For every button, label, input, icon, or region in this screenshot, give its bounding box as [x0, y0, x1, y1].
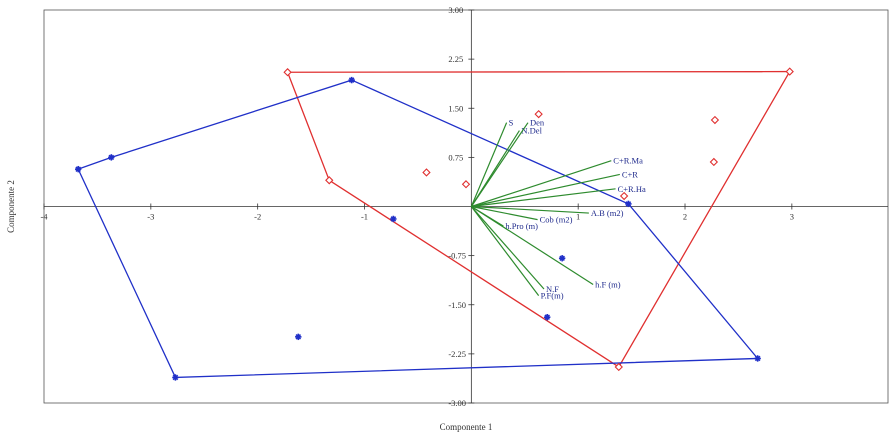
point-group-1 — [615, 364, 622, 371]
point-group-2 — [295, 334, 301, 340]
point-core — [756, 357, 759, 360]
point-group-1 — [710, 159, 717, 166]
point-group-2 — [172, 374, 178, 380]
vector-line — [471, 207, 538, 296]
vector-line — [471, 161, 611, 207]
point-group-1 — [326, 177, 333, 184]
point-group-1 — [284, 69, 291, 76]
y-tick-label: -3.00 — [448, 398, 466, 408]
point-core — [546, 316, 549, 319]
vector-label: h.Pro (m) — [505, 221, 538, 231]
point-core — [174, 376, 177, 379]
vector-label: C+R — [622, 169, 638, 179]
point-group-1 — [463, 181, 470, 188]
x-tick-label: -3 — [147, 212, 154, 222]
x-axis-title: Componente 1 — [440, 422, 493, 432]
y-axis-title: Componente 2 — [6, 180, 16, 233]
point-group-2 — [625, 201, 631, 207]
point-core — [392, 217, 395, 220]
vector-label: C+R.Ha — [618, 184, 646, 194]
point-core — [77, 168, 80, 171]
vector-label: S — [509, 118, 514, 128]
point-group-2 — [75, 166, 81, 172]
point-group-2 — [348, 77, 354, 83]
y-tick-label: 2.25 — [448, 54, 463, 64]
vector-line — [471, 123, 506, 207]
vector-label: C+R.Ma — [613, 156, 643, 166]
observation-points — [75, 68, 793, 380]
vector-label: h.F (m) — [595, 279, 621, 289]
x-tick-label: -2 — [254, 212, 261, 222]
y-tick-label: -2.25 — [448, 349, 466, 359]
x-tick-label: 1 — [576, 212, 580, 222]
hull-group-2 — [78, 80, 757, 377]
point-group-2 — [108, 154, 114, 160]
y-tick-label: 0.75 — [448, 152, 463, 162]
point-group-2 — [390, 216, 396, 222]
point-group-1 — [535, 111, 542, 118]
vector-label: Cob (m2) — [540, 215, 573, 225]
point-group-2 — [559, 255, 565, 261]
point-group-1 — [712, 117, 719, 124]
point-core — [297, 335, 300, 338]
point-group-1 — [786, 68, 793, 75]
group-hulls — [78, 72, 790, 378]
point-core — [627, 202, 630, 205]
axes — [44, 10, 888, 403]
point-group-1 — [423, 169, 430, 176]
y-tick-label: -0.75 — [448, 251, 466, 261]
vector-label: A.B (m2) — [591, 208, 624, 218]
point-core — [561, 257, 564, 260]
point-core — [350, 78, 353, 81]
y-tick-label: 3.00 — [448, 5, 463, 15]
x-tick-label: 2 — [683, 212, 687, 222]
x-tick-label: -4 — [40, 212, 48, 222]
point-core — [110, 156, 113, 159]
y-tick-label: 1.50 — [448, 103, 463, 113]
x-tick-label: -1 — [361, 212, 368, 222]
x-tick-label: 3 — [790, 212, 794, 222]
vector-label: Den — [530, 118, 545, 128]
vector-label: P.F(m) — [541, 291, 564, 301]
vector-line — [471, 123, 528, 207]
point-group-2 — [754, 355, 760, 361]
point-group-2 — [544, 314, 550, 320]
y-tick-label: -1.50 — [448, 300, 466, 310]
